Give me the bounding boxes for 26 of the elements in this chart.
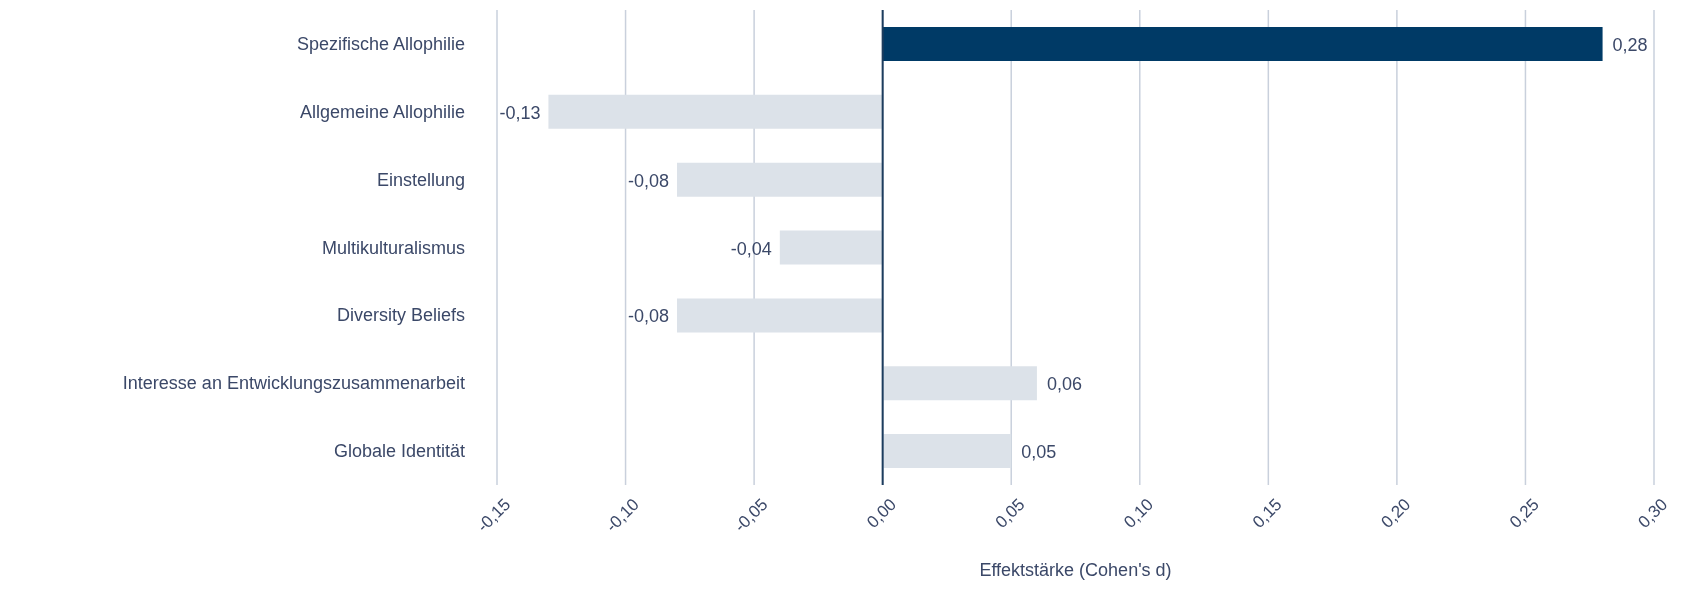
data-label: -0,08 xyxy=(627,170,669,191)
y-tick-label: Interesse an Entwicklungszusammenarbeit xyxy=(122,373,465,394)
y-tick-label: Multikulturalismus xyxy=(321,237,465,258)
x-axis-title: Effektstärke (Cohen's d) xyxy=(979,560,1172,580)
y-tick-label: Spezifische Allophilie xyxy=(296,33,465,54)
data-label: -0,13 xyxy=(499,102,541,123)
x-tick-label: 0,30 xyxy=(1634,494,1672,532)
x-tick-label: 0,20 xyxy=(1377,494,1415,532)
x-tick-label: 0,00 xyxy=(863,494,900,532)
data-label: 0,06 xyxy=(1046,374,1082,395)
y-tick-label: Diversity Beliefs xyxy=(336,305,465,326)
bar xyxy=(882,26,1603,61)
bar xyxy=(548,94,883,129)
bar xyxy=(676,162,883,197)
x-tick-label: 0,10 xyxy=(1120,494,1158,532)
data-label: -0,04 xyxy=(730,238,772,259)
data-label: -0,08 xyxy=(627,306,669,327)
y-tick-label: Globale Identität xyxy=(333,441,465,462)
data-label: 0,28 xyxy=(1612,34,1648,55)
bar xyxy=(882,366,1037,401)
y-tick-label: Einstellung xyxy=(376,169,465,190)
data-label: 0,05 xyxy=(1021,442,1057,463)
bar xyxy=(882,434,1012,469)
y-tick-label: Allgemeine Allophilie xyxy=(299,101,465,122)
bar xyxy=(779,230,883,265)
bar xyxy=(676,298,883,333)
